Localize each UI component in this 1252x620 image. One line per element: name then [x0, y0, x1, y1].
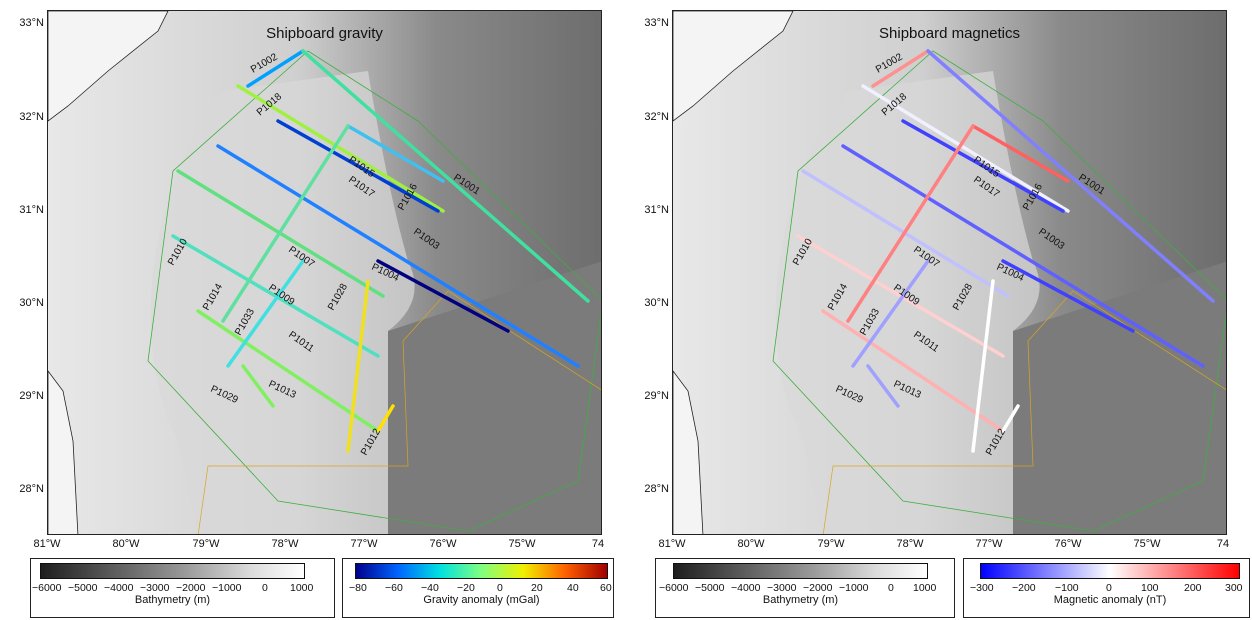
gravity-map-panel: P1002 P1018 P1015 P1017 P1016 P1001 P100… [19, 0, 614, 620]
colorbar-tick: −5000 [695, 582, 725, 594]
lon-tick: 75°W [1133, 538, 1161, 550]
colorbar-title: Magnetic anomaly (nT) [1053, 594, 1167, 606]
lat-tick: 31°N [19, 204, 44, 216]
lat-tick: 28°N [19, 483, 44, 495]
bathymetry-terrain: P1002 P1018 P1015 P1017 P1016 P1001 P100… [673, 11, 1226, 534]
colorbar-tick: 300 [1225, 582, 1243, 594]
colorbar-tick: −1000 [212, 582, 242, 594]
colorbar-tick: −20 [457, 582, 475, 594]
colorbar-tick: 0 [262, 582, 268, 594]
gravity-colorbar-gradient [355, 563, 608, 579]
colorbar-tick: −2000 [176, 582, 206, 594]
colorbar-title: Bathymetry (m) [762, 594, 839, 606]
colorbar-tick: 60 [600, 582, 612, 594]
colorbar-tick: −1000 [839, 582, 869, 594]
lon-tick: 75°W [508, 538, 536, 550]
colorbar-tick: 20 [531, 582, 543, 594]
bathymetry-colorbar-gradient [673, 563, 928, 579]
lon-tick: 78°W [896, 538, 924, 550]
lat-tick: 30°N [19, 297, 44, 309]
colorbar-tick: 200 [1184, 582, 1202, 594]
map-title: Shipboard gravity [266, 25, 383, 42]
colorbar-tick: −40 [421, 582, 439, 594]
lat-tick: 31°N [644, 204, 669, 216]
colorbar-tick: 0 [1106, 582, 1112, 594]
lon-tick: 81°W [658, 538, 686, 550]
colorbar-tick: −200 [1012, 582, 1036, 594]
lat-tick: 28°N [644, 483, 669, 495]
colorbar-tick: −80 [349, 582, 367, 594]
colorbar-tick: 40 [567, 582, 579, 594]
lon-tick: 77°W [350, 538, 378, 550]
colorbar-tick: −3000 [767, 582, 797, 594]
colorbar-tick: 0 [888, 582, 894, 594]
lon-tick: 80°W [737, 538, 765, 550]
lon-tick: 76°W [429, 538, 457, 550]
lat-tick: 33°N [19, 17, 44, 29]
lat-tick: 29°N [19, 390, 44, 402]
lon-tick: 79°W [817, 538, 845, 550]
magnetics-map-panel: P1002 P1018 P1015 P1017 P1016 P1001 P100… [644, 0, 1250, 620]
map-frame: P1002 P1018 P1015 P1017 P1016 P1001 P100… [672, 10, 1227, 535]
lon-tick: 81°W [33, 538, 61, 550]
colorbar-tick: −300 [970, 582, 994, 594]
colorbar-tick: −6000 [32, 582, 62, 594]
colorbar-tick: −2000 [803, 582, 833, 594]
colorbar-tick: 100 [1141, 582, 1159, 594]
lat-tick: 29°N [644, 390, 669, 402]
bathymetry-colorbar-gradient [40, 563, 305, 579]
lon-tick: 79°W [192, 538, 220, 550]
lon-tick: 74 [1216, 538, 1230, 550]
lat-tick: 33°N [644, 17, 669, 29]
lon-tick: 78°W [271, 538, 299, 550]
colorbar-tick: −4000 [104, 582, 134, 594]
map-frame: P1002 P1018 P1015 P1017 P1016 P1001 P100… [47, 10, 602, 535]
colorbar-tick: −4000 [731, 582, 761, 594]
lon-tick: 76°W [1054, 538, 1082, 550]
colorbar-tick: −60 [385, 582, 403, 594]
lat-tick: 32°N [19, 111, 44, 123]
lon-tick: 77°W [975, 538, 1003, 550]
bathymetry-terrain: P1002 P1018 P1015 P1017 P1016 P1001 P100… [48, 11, 601, 534]
magnetic-colorbar-gradient [980, 563, 1240, 579]
lon-tick: 74 [591, 538, 605, 550]
colorbar-tick: 1000 [290, 582, 314, 594]
colorbar-tick: −5000 [68, 582, 98, 594]
colorbar-tick: −3000 [140, 582, 170, 594]
map-title: Shipboard magnetics [879, 25, 1020, 42]
colorbar-tick: −6000 [659, 582, 689, 594]
colorbar-title: Bathymetry (m) [134, 594, 211, 606]
colorbar-tick: 1000 [913, 582, 937, 594]
lat-tick: 32°N [644, 111, 669, 123]
colorbar-tick: 0 [497, 582, 503, 594]
lat-tick: 30°N [644, 297, 669, 309]
colorbar-title: Gravity anomaly (mGal) [423, 594, 540, 606]
lon-tick: 80°W [112, 538, 140, 550]
colorbar-tick: −100 [1055, 582, 1079, 594]
